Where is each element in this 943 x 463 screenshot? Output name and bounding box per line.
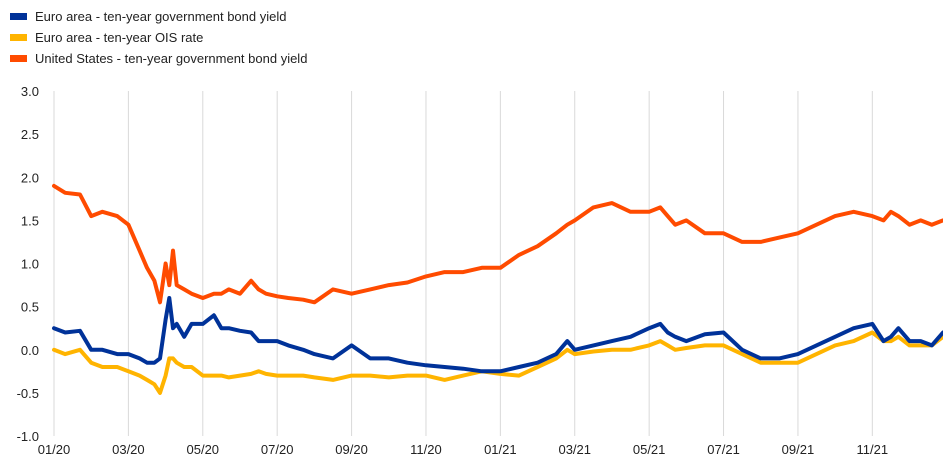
series-line-1 <box>52 330 943 395</box>
y-tick-label: 1.5 <box>21 213 39 228</box>
x-tick-label: 11/21 <box>857 442 889 457</box>
x-tick-label: 05/21 <box>633 442 666 457</box>
legend-label-euro-yield: Euro area - ten-year government bond yie… <box>35 9 287 24</box>
chart-grid <box>53 91 873 436</box>
legend-label-euro-ois: Euro area - ten-year OIS rate <box>35 30 204 45</box>
x-tick-label: 05/20 <box>187 442 220 457</box>
legend-item-euro-yield: Euro area - ten-year government bond yie… <box>10 6 307 27</box>
legend-swatch-euro-yield <box>10 13 27 20</box>
x-tick-label: 01/20 <box>38 442 71 457</box>
x-tick-label: 03/20 <box>112 442 145 457</box>
y-tick-label: 3.0 <box>21 84 39 99</box>
legend-item-us-yield: United States - ten-year government bond… <box>10 48 307 69</box>
x-tick-label: 11/20 <box>410 442 442 457</box>
y-tick-label: 1.0 <box>21 257 39 272</box>
x-tick-label: 07/20 <box>261 442 294 457</box>
legend-item-euro-ois: Euro area - ten-year OIS rate <box>10 27 307 48</box>
y-tick-label: 2.0 <box>21 170 39 185</box>
series-line-2 <box>52 183 943 305</box>
y-tick-label: -0.5 <box>17 386 39 401</box>
chart-series <box>52 183 943 395</box>
y-tick-label: 2.5 <box>21 127 39 142</box>
legend-swatch-us-yield <box>10 55 27 62</box>
y-tick-label: 0.0 <box>21 343 39 358</box>
x-tick-label: 07/21 <box>707 442 740 457</box>
x-tick-label: 03/21 <box>558 442 591 457</box>
x-tick-label: 01/21 <box>484 442 517 457</box>
y-tick-label: -1.0 <box>17 429 39 444</box>
legend-label-us-yield: United States - ten-year government bond… <box>35 51 308 66</box>
x-tick-label: 09/20 <box>335 442 368 457</box>
series-line-0 <box>52 296 943 374</box>
x-axis: 01/20 03/20 05/20 07/20 09/20 11/20 01/21 03/21… <box>38 442 888 457</box>
legend-swatch-euro-ois <box>10 34 27 41</box>
y-axis: 3.0 2.5 2.0 1.5 1.0 0.5 0.0 -0.5 -1.0 <box>17 84 39 444</box>
legend: Euro area - ten-year government bond yie… <box>10 6 307 69</box>
y-tick-label: 0.5 <box>21 300 39 315</box>
x-tick-label: 09/21 <box>782 442 815 457</box>
